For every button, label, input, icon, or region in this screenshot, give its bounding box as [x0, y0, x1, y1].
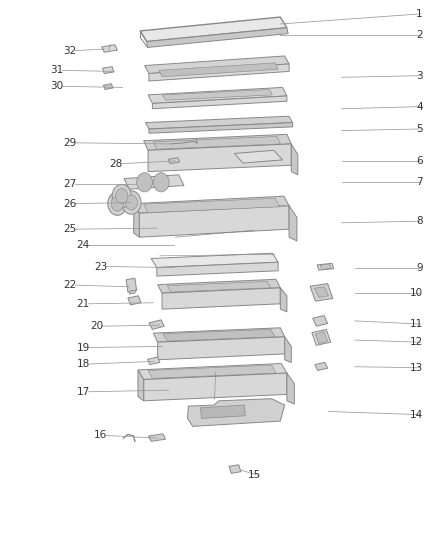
Polygon shape [145, 116, 293, 129]
Polygon shape [234, 150, 283, 163]
Text: 23: 23 [94, 262, 107, 271]
Polygon shape [280, 288, 287, 312]
Polygon shape [168, 158, 180, 164]
Text: 7: 7 [416, 177, 423, 187]
Circle shape [111, 196, 124, 211]
Text: 30: 30 [50, 82, 64, 91]
Polygon shape [151, 253, 278, 268]
Polygon shape [140, 17, 287, 42]
Text: 5: 5 [416, 124, 423, 134]
Polygon shape [148, 434, 166, 441]
Polygon shape [139, 206, 289, 237]
Polygon shape [163, 329, 275, 341]
Polygon shape [102, 67, 114, 74]
Polygon shape [148, 365, 276, 378]
Polygon shape [320, 264, 331, 270]
Polygon shape [149, 64, 289, 81]
Text: 26: 26 [64, 199, 77, 208]
Circle shape [116, 189, 128, 204]
Text: 15: 15 [247, 471, 261, 480]
Polygon shape [149, 320, 164, 329]
Polygon shape [138, 364, 287, 379]
Polygon shape [187, 399, 285, 426]
Text: 14: 14 [410, 410, 423, 419]
Polygon shape [162, 288, 280, 309]
Text: 17: 17 [77, 387, 90, 397]
Text: 13: 13 [410, 363, 423, 373]
Polygon shape [126, 278, 137, 292]
Polygon shape [103, 84, 113, 90]
Polygon shape [152, 96, 287, 109]
Polygon shape [128, 296, 141, 305]
Polygon shape [147, 28, 288, 47]
Text: 31: 31 [50, 66, 64, 75]
Text: 29: 29 [64, 138, 77, 148]
Polygon shape [102, 45, 117, 52]
Polygon shape [315, 332, 328, 344]
Text: 16: 16 [94, 431, 107, 440]
Circle shape [108, 192, 127, 215]
Polygon shape [289, 206, 297, 241]
Text: 1: 1 [416, 9, 423, 19]
Polygon shape [153, 136, 280, 149]
Text: 2: 2 [416, 30, 423, 39]
Polygon shape [317, 263, 334, 270]
Polygon shape [162, 90, 272, 100]
Polygon shape [158, 337, 285, 360]
Text: 20: 20 [90, 321, 103, 331]
Circle shape [125, 195, 138, 210]
Polygon shape [144, 198, 279, 213]
Polygon shape [201, 405, 245, 418]
Polygon shape [129, 290, 136, 294]
Polygon shape [153, 328, 285, 342]
Polygon shape [167, 281, 271, 292]
Text: 18: 18 [77, 359, 90, 369]
Polygon shape [134, 196, 289, 213]
Text: 10: 10 [410, 288, 423, 298]
Polygon shape [314, 287, 328, 297]
Polygon shape [138, 370, 144, 401]
Text: 11: 11 [410, 319, 423, 329]
Text: 3: 3 [416, 71, 423, 80]
Text: 21: 21 [77, 299, 90, 309]
Polygon shape [229, 465, 241, 473]
Polygon shape [287, 373, 294, 404]
Polygon shape [285, 337, 291, 362]
Text: 4: 4 [416, 102, 423, 111]
Polygon shape [159, 63, 278, 77]
Polygon shape [313, 316, 328, 326]
Polygon shape [144, 134, 291, 150]
Text: 27: 27 [64, 179, 77, 189]
Text: 6: 6 [416, 156, 423, 166]
Polygon shape [158, 279, 280, 293]
Circle shape [122, 191, 141, 214]
Polygon shape [148, 144, 291, 172]
Polygon shape [157, 262, 278, 276]
Polygon shape [134, 204, 139, 237]
Polygon shape [148, 357, 160, 365]
Text: 32: 32 [64, 46, 77, 55]
Text: 28: 28 [110, 159, 123, 168]
Polygon shape [145, 56, 289, 74]
Polygon shape [315, 362, 328, 370]
Circle shape [137, 173, 152, 192]
Polygon shape [312, 329, 331, 345]
Text: 22: 22 [64, 280, 77, 290]
Text: 12: 12 [410, 337, 423, 347]
Polygon shape [148, 87, 287, 103]
Polygon shape [310, 284, 333, 301]
Text: 9: 9 [416, 263, 423, 272]
Text: 25: 25 [64, 224, 77, 234]
Polygon shape [291, 144, 298, 175]
Polygon shape [149, 123, 293, 133]
Polygon shape [144, 373, 287, 401]
Text: 19: 19 [77, 343, 90, 352]
Polygon shape [124, 175, 184, 189]
Text: 24: 24 [77, 240, 90, 250]
Text: 8: 8 [416, 216, 423, 226]
Circle shape [112, 184, 131, 208]
Circle shape [153, 173, 169, 192]
